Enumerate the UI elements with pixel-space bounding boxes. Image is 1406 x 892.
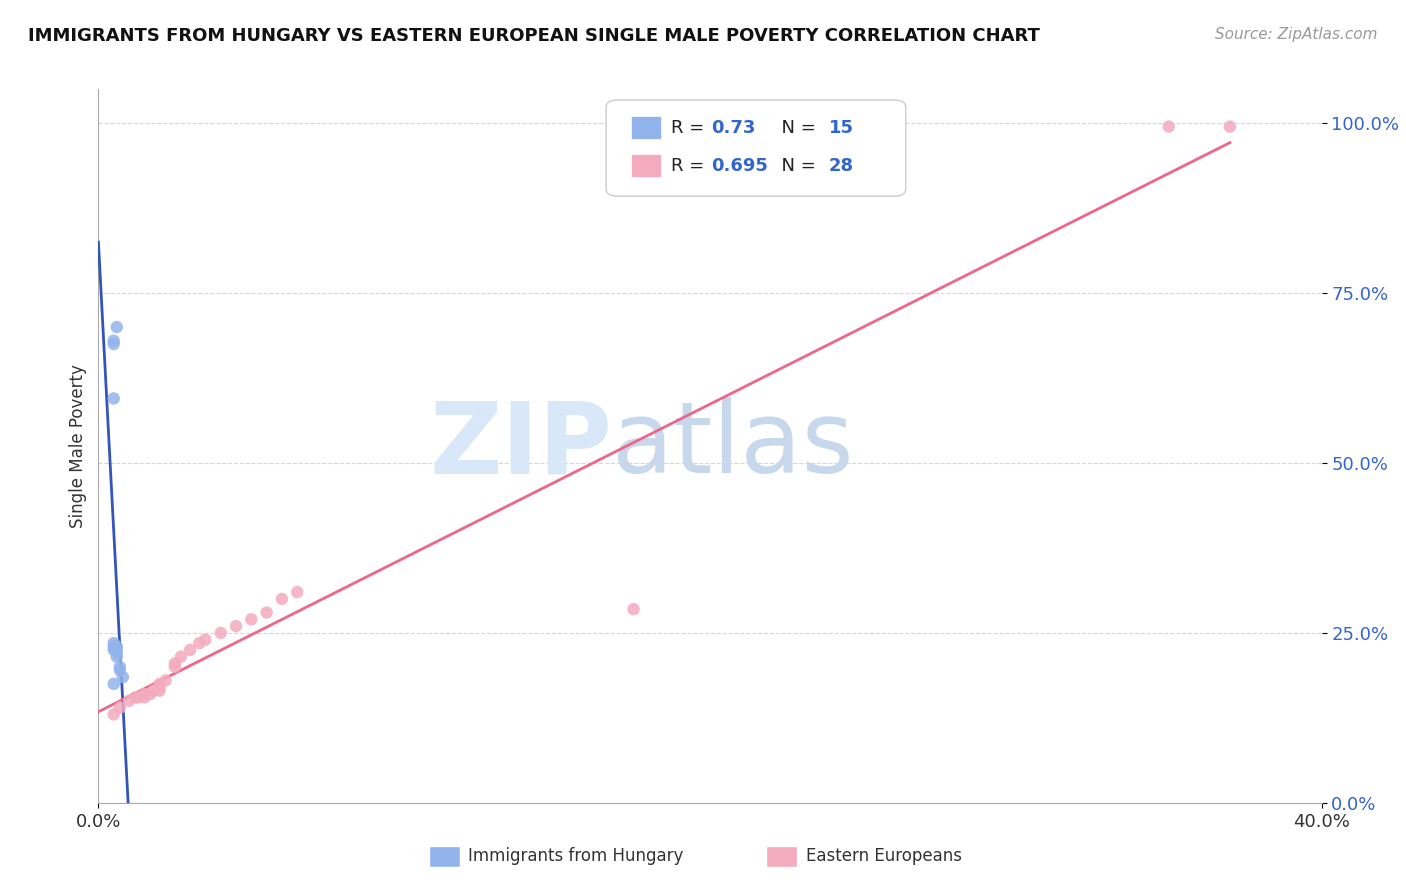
Point <box>225 619 247 633</box>
Text: 28: 28 <box>828 157 853 175</box>
Text: N =: N = <box>770 119 821 136</box>
Point <box>105 649 128 664</box>
FancyBboxPatch shape <box>606 100 905 196</box>
Text: R =: R = <box>671 119 710 136</box>
Point <box>134 690 156 705</box>
FancyBboxPatch shape <box>630 154 661 177</box>
Point <box>103 334 125 348</box>
Point <box>256 606 278 620</box>
Point <box>623 602 645 616</box>
Point <box>194 632 217 647</box>
Point <box>103 677 125 691</box>
Point <box>240 612 263 626</box>
Point <box>103 636 125 650</box>
Point <box>103 643 125 657</box>
Point <box>105 320 128 334</box>
Text: R =: R = <box>671 157 710 175</box>
Text: ZIP: ZIP <box>429 398 612 494</box>
Point <box>105 643 128 657</box>
Text: IMMIGRANTS FROM HUNGARY VS EASTERN EUROPEAN SINGLE MALE POVERTY CORRELATION CHAR: IMMIGRANTS FROM HUNGARY VS EASTERN EUROP… <box>28 27 1040 45</box>
Point <box>111 670 134 684</box>
Text: Eastern Europeans: Eastern Europeans <box>806 847 962 865</box>
Point <box>142 683 165 698</box>
Point <box>149 680 172 694</box>
Text: 0.695: 0.695 <box>711 157 768 175</box>
Point <box>105 646 128 660</box>
Point <box>270 591 292 606</box>
Point <box>163 657 186 671</box>
Text: Source: ZipAtlas.com: Source: ZipAtlas.com <box>1215 27 1378 42</box>
Point <box>155 673 177 688</box>
Text: 15: 15 <box>828 119 853 136</box>
Text: N =: N = <box>770 157 821 175</box>
Point <box>103 392 125 406</box>
Point <box>170 649 193 664</box>
Y-axis label: Single Male Poverty: Single Male Poverty <box>69 364 87 528</box>
Point <box>139 687 162 701</box>
FancyBboxPatch shape <box>630 116 661 139</box>
Point <box>149 677 172 691</box>
Point <box>108 663 131 677</box>
Point <box>118 694 141 708</box>
Point <box>209 626 232 640</box>
Point <box>285 585 308 599</box>
Text: 0.73: 0.73 <box>711 119 755 136</box>
Point <box>163 660 186 674</box>
Point <box>108 700 131 714</box>
Point <box>108 660 131 674</box>
Text: atlas: atlas <box>612 398 853 494</box>
Point <box>105 640 128 654</box>
Point <box>127 690 149 705</box>
Point <box>134 687 156 701</box>
Point <box>1157 120 1180 134</box>
Point <box>179 643 201 657</box>
Point <box>188 636 211 650</box>
Point <box>103 640 125 654</box>
Point <box>124 690 146 705</box>
Point <box>103 337 125 351</box>
Text: Immigrants from Hungary: Immigrants from Hungary <box>468 847 683 865</box>
Point <box>103 707 125 722</box>
Point <box>149 683 172 698</box>
Point <box>1219 120 1241 134</box>
